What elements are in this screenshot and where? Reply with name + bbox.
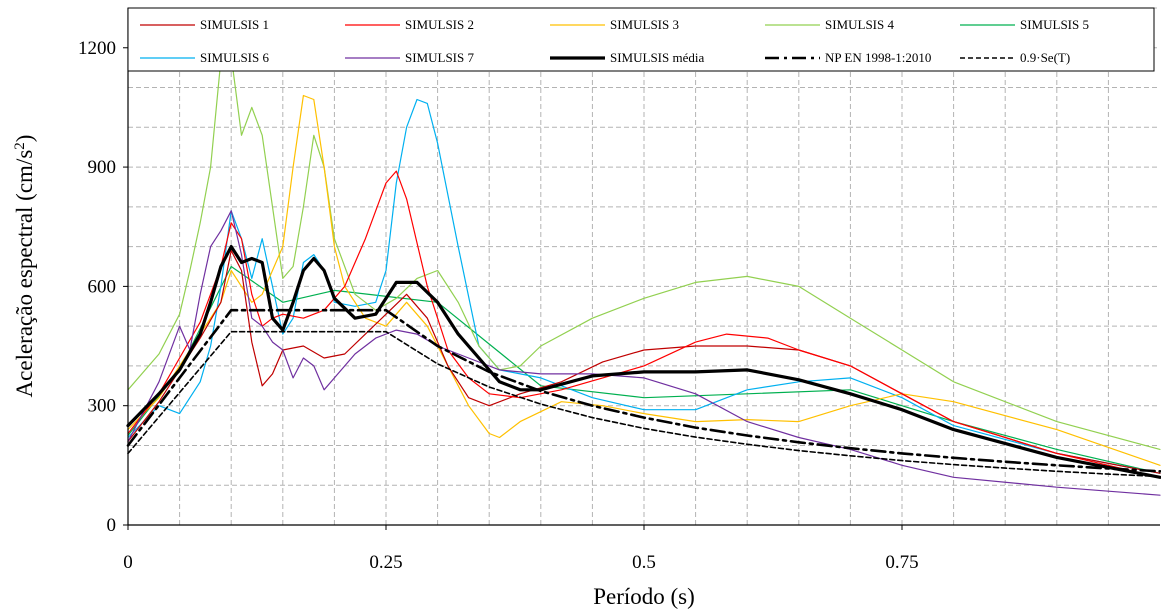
series-line-10: [127, 330, 1161, 478]
legend-label: SIMULSIS 7: [405, 50, 474, 65]
series-line-2: [127, 170, 1161, 478]
x-tick-label: 0.25: [369, 552, 402, 573]
series-line-8: [126, 245, 1161, 479]
legend-label: NP EN 1998-1:2010: [825, 50, 931, 65]
y-tick-label: 300: [88, 396, 117, 417]
y-axis-label: Aceleração espectral (cm/s2): [12, 135, 37, 398]
tick-labels: 0 0.25 0.5 0.75 0 300 600 900 1200: [78, 38, 919, 573]
series-line-6: [127, 98, 1161, 474]
x-tick-label: 0.5: [632, 552, 656, 573]
x-tick-label: 0.75: [885, 552, 918, 573]
legend-label: SIMULSIS 5: [1020, 17, 1089, 32]
y-tick-label: 600: [88, 276, 117, 297]
legend-label: SIMULSIS 4: [825, 17, 894, 32]
series-line-3: [127, 94, 1161, 466]
series-line-7: [127, 210, 1161, 496]
legend-label: SIMULSIS 3: [610, 17, 679, 32]
series-line-9: [126, 308, 1161, 473]
legend-label: SIMULSIS 6: [200, 50, 269, 65]
y-tick-label: 0: [107, 515, 117, 536]
legend-label: SIMULSIS média: [610, 50, 704, 65]
legend-box: [127, 7, 1155, 72]
x-axis-label: Período (s): [593, 584, 695, 609]
legend-label: SIMULSIS 1: [200, 17, 269, 32]
legend: SIMULSIS 1 SIMULSIS 2 SIMULSIS 3 SIMULSIS 4…: [127, 7, 1155, 72]
legend-label: 0.9·Se(T): [1020, 50, 1070, 65]
legend-label: SIMULSIS 2: [405, 17, 474, 32]
x-tick-label: 0: [123, 552, 133, 573]
y-tick-label: 900: [88, 157, 117, 178]
y-tick-label: 1200: [78, 38, 116, 59]
series-line-1: [127, 250, 1161, 474]
